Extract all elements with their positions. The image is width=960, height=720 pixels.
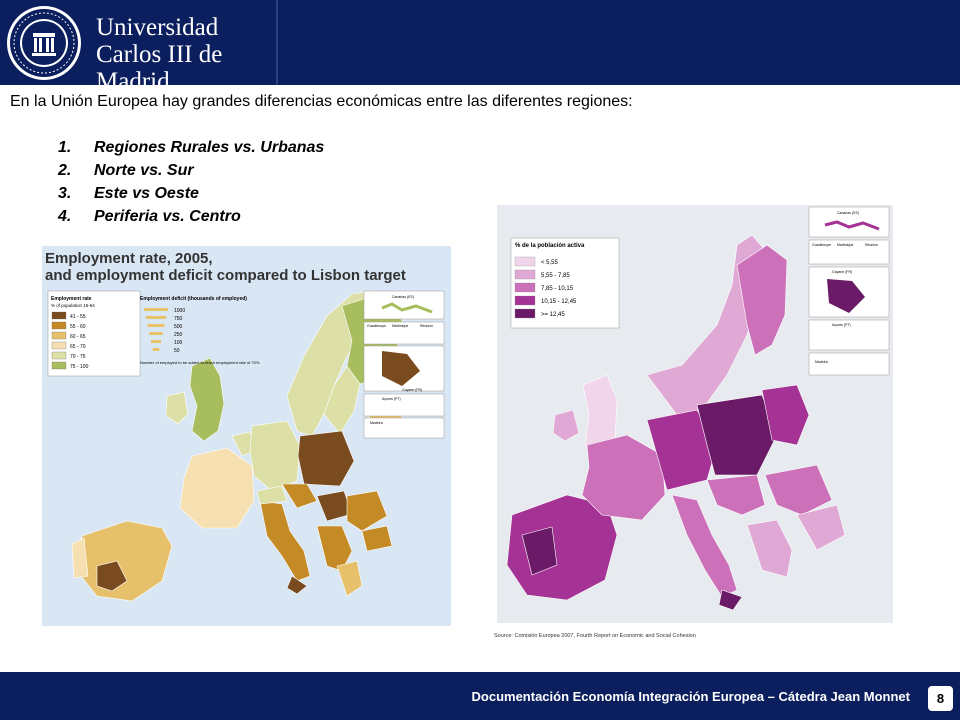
legend-swatch <box>51 331 67 340</box>
inset-label: Guyane (FR) <box>832 270 852 274</box>
legend-swatch <box>514 256 536 267</box>
inset-label: Canarias (ES) <box>392 295 414 299</box>
item-text: Periferia vs. Centro <box>94 208 241 225</box>
university-seal-icon <box>7 6 81 80</box>
europe-regions <box>506 234 846 611</box>
university-logo: Universidad Carlos III de Madrid <box>0 0 278 95</box>
deficit-items: 1000 750 500 250 100 50 <box>144 308 185 354</box>
left-legend-panel <box>47 290 141 377</box>
inset-label: Madeira <box>370 421 383 425</box>
deficit-label: 750 <box>174 316 183 322</box>
left-map-title-line1: Employment rate, 2005, <box>45 250 213 267</box>
intro-text: En la Unión Europea hay grandes diferenc… <box>10 93 633 110</box>
legend-swatch <box>514 282 536 293</box>
legend-label: 55 - 60 <box>70 324 86 330</box>
right-insets: Canarias (ES) Guadeloupe Martinique Réun… <box>808 206 890 376</box>
inset-label: Martinique <box>392 324 408 328</box>
legend-swatch <box>514 269 536 280</box>
legend-swatch <box>51 361 67 370</box>
university-name-line2: Carlos III de Madrid <box>96 41 223 95</box>
page-number: 8 <box>927 685 954 712</box>
legend-label: 65 - 70 <box>70 344 86 350</box>
deficit-label: 500 <box>174 324 183 330</box>
inset-label: Madeira <box>815 360 828 364</box>
legend-label: >= 12,45 <box>541 312 565 318</box>
deficit-label: 100 <box>174 340 183 346</box>
deficit-note: Number of employed to be added to reach … <box>140 360 260 365</box>
deficit-bar <box>147 324 165 327</box>
inset-label: Guyane (FR) <box>402 388 422 392</box>
legend-label: < 5,55 <box>541 260 559 266</box>
left-legend-title2: % of population 15-64 <box>51 303 95 308</box>
item-number: 4. <box>58 208 72 225</box>
deficit-label: 1000 <box>174 308 185 314</box>
deficit-label: 50 <box>174 348 180 354</box>
legend-label: 75 - 100 <box>70 364 89 370</box>
footer-text: Documentación Economía Integración Europ… <box>471 689 910 704</box>
inset-label: Réunion <box>420 324 433 328</box>
list-item: 4. Periferia vs. Centro <box>58 205 324 228</box>
item-number: 3. <box>58 185 72 202</box>
deficit-title: Employment deficit (thousands of employe… <box>140 296 247 302</box>
list-item: 1. Regiones Rurales vs. Urbanas <box>58 136 324 159</box>
inset-label: Açores (PT) <box>382 397 401 401</box>
inset-label: Martinique <box>837 243 853 247</box>
deficit-bar <box>151 340 161 343</box>
legend-swatch <box>514 308 536 319</box>
deficit-bar <box>144 308 168 311</box>
legend-swatch <box>514 295 536 306</box>
legend-label: 7,85 - 10,15 <box>541 286 574 292</box>
item-text: Regiones Rurales vs. Urbanas <box>94 139 325 156</box>
inset-label: Réunion <box>865 243 878 247</box>
source-note: Source: Comisión Europea 2007, Fourth Re… <box>494 633 696 639</box>
inset-label: Açores (PT) <box>832 323 851 327</box>
item-number: 1. <box>58 139 72 156</box>
university-name-line1: Universidad <box>96 14 219 41</box>
unemployment-map: % de la población activa < 5,55 5,55 - 7,… <box>497 205 893 623</box>
left-map-title-line2: and employment deficit compared to Lisbo… <box>45 267 406 284</box>
inset-label: Guadeloupe <box>812 243 831 247</box>
left-legend-title1: Employment rate <box>51 296 92 302</box>
deficit-label: 250 <box>174 332 183 338</box>
deficit-bar <box>145 316 167 319</box>
legend-label: 5,55 - 7,85 <box>541 273 570 279</box>
list-item: 2. Norte vs. Sur <box>58 159 324 182</box>
list-item: 3. Este vs Oeste <box>58 182 324 205</box>
item-text: Norte vs. Sur <box>94 162 194 179</box>
inset-label: Guadeloupe <box>367 324 386 328</box>
left-legend-items: 41 - 55 55 - 60 60 - 65 65 - 70 70 - 75 75 - … <box>51 311 89 370</box>
right-legend-title: % de la población activa <box>515 243 585 249</box>
deficit-bar <box>149 332 163 335</box>
legend-swatch <box>51 351 67 360</box>
legend-label: 10,15 - 12,45 <box>541 299 577 305</box>
points-list: 1. Regiones Rurales vs. Urbanas 2. Norte v… <box>58 136 324 228</box>
footer-bar <box>0 672 960 720</box>
deficit-bar <box>152 348 160 351</box>
legend-label: 41 - 55 <box>70 314 86 320</box>
inset-label: Canarias (ES) <box>837 211 859 215</box>
legend-label: 60 - 65 <box>70 334 86 340</box>
legend-swatch <box>51 311 67 320</box>
item-number: 2. <box>58 162 72 179</box>
legend-label: 70 - 75 <box>70 354 86 360</box>
employment-rate-map: Employment rate, 2005, and employment de… <box>42 246 451 626</box>
item-text: Este vs Oeste <box>94 185 199 202</box>
university-name: Universidad Carlos III de Madrid <box>96 14 276 95</box>
legend-swatch <box>51 341 67 350</box>
right-legend-items: < 5,55 5,55 - 7,85 7,85 - 10,15 10,15 - 12,… <box>514 256 577 319</box>
left-insets: Canarias (ES) Guadeloupe Martinique Réun… <box>363 290 445 439</box>
legend-swatch <box>51 321 67 330</box>
